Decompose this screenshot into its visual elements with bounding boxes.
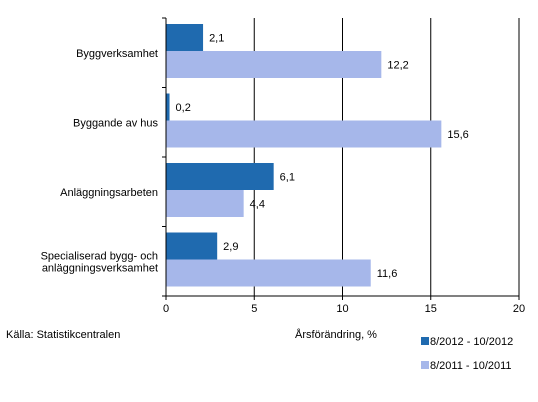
data-label: 6,1: [280, 172, 295, 184]
data-label: 2,1: [209, 33, 224, 45]
source-note: Källa: Statistikcentralen: [6, 329, 120, 341]
category-label: Byggande av hus: [73, 117, 159, 129]
x-tick-label: 5: [251, 303, 257, 315]
legend-label: 8/2011 - 10/2011: [430, 360, 512, 372]
x-tick-label: 0: [163, 303, 169, 315]
legend: 8/2012 - 10/2012 8/2011 - 10/2011: [421, 336, 513, 372]
category-label: anläggningsverksamhet: [42, 262, 158, 274]
x-axis-title: Årsförändring, %: [295, 328, 377, 341]
bar: [166, 190, 244, 217]
legend-swatch: [421, 337, 429, 345]
bar: [166, 93, 170, 121]
legend-swatch: [421, 361, 429, 369]
bars: [166, 24, 442, 287]
data-label: 12,2: [387, 60, 408, 72]
legend-label: 8/2012 - 10/2012: [430, 336, 513, 348]
bar: [166, 163, 274, 190]
bar: [166, 232, 218, 260]
data-label: 0,2: [176, 102, 191, 114]
data-label: 2,9: [223, 241, 238, 253]
bar: [166, 120, 442, 148]
bar: [166, 259, 371, 287]
data-label: 11,6: [377, 268, 398, 280]
x-tick-label: 20: [513, 303, 525, 315]
data-label: 4,4: [250, 199, 265, 211]
labels: 0 5 10 15 20 2,1 12,2 Byggverksamhet 0,2 15,6 Bygg…: [41, 33, 526, 316]
axes: [162, 17, 520, 300]
category-label: Byggverksamhet: [76, 48, 158, 60]
category-label: Specialiserad bygg- och: [41, 250, 158, 262]
category-label: Anläggningsarbeten: [60, 187, 158, 199]
bar: [166, 24, 204, 51]
x-tick-label: 15: [425, 303, 437, 315]
data-label: 15,6: [447, 129, 468, 141]
bar: [166, 51, 382, 78]
x-tick-label: 10: [336, 303, 348, 315]
